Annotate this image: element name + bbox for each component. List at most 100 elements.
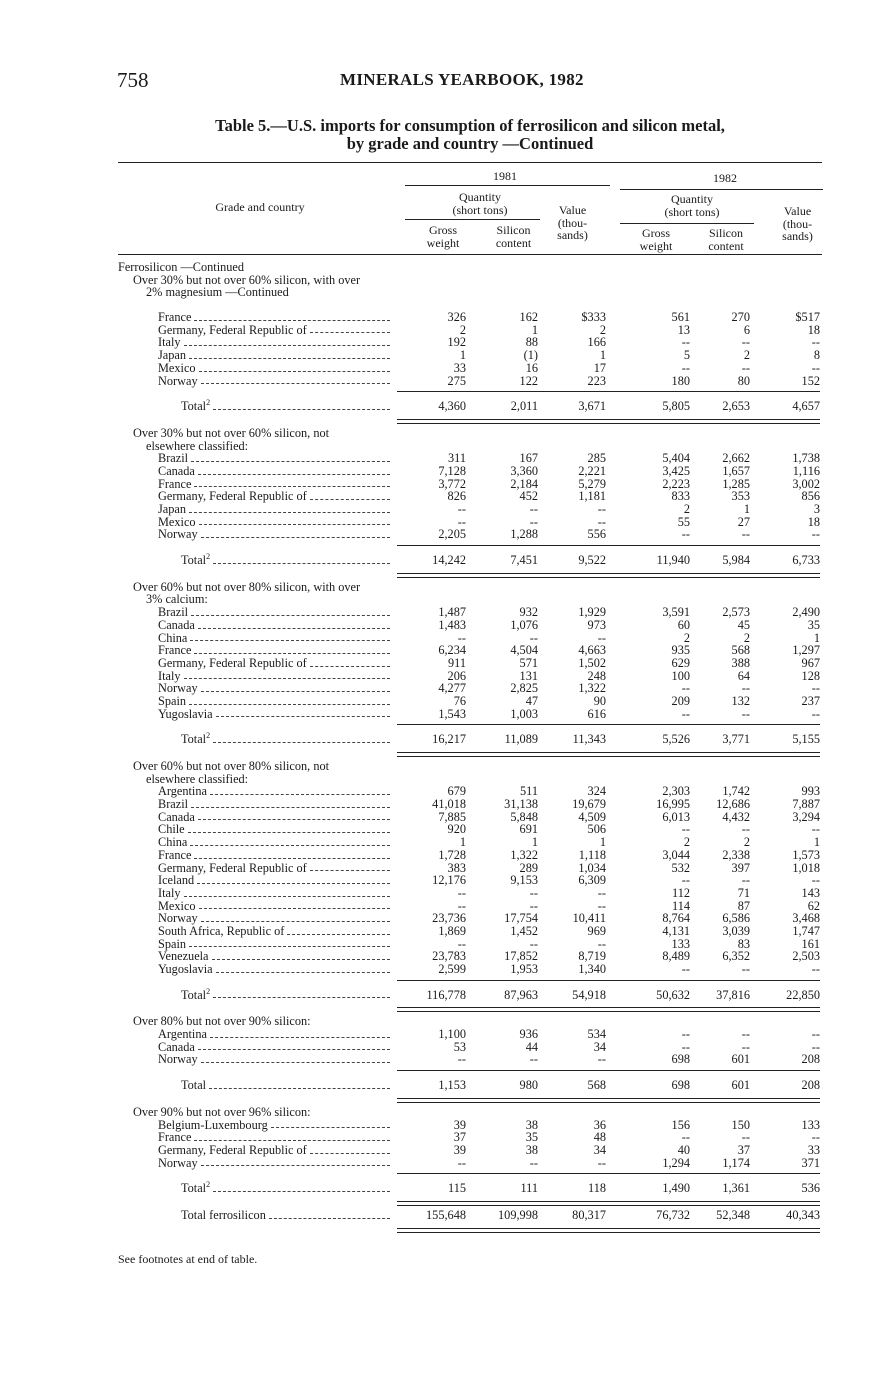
cell-value-1982: 18 [807, 514, 820, 529]
cell-value-1981: 54,918 [572, 987, 606, 1002]
cell-silicon-content-1982: 12,686 [716, 797, 750, 812]
row-label: France [158, 644, 390, 657]
cell-gross-weight-1982: 4,131 [662, 923, 690, 938]
cell-gross-weight-1982: 833 [671, 489, 690, 504]
cell-value-1982: 993 [801, 784, 820, 799]
cell-gross-weight-1982: 55 [677, 514, 690, 529]
table-row: Spain 76 47 90 209 132 237 [0, 695, 873, 708]
cell-gross-weight-1981: 6,234 [438, 643, 466, 658]
dot-leader [309, 657, 390, 667]
section-heading-text: Over 60% but not over 80% silicon, not [133, 759, 330, 773]
row-label: Canada [158, 1041, 390, 1054]
cell-gross-weight-1981: 1,153 [438, 1078, 466, 1093]
table-row: Mexico -- -- -- 55 27 18 [0, 514, 873, 529]
cell-silicon-content-1981: 7,451 [510, 553, 538, 568]
cell-gross-weight-1981: -- [457, 1052, 466, 1067]
cell-silicon-content-1981: 936 [519, 1027, 538, 1042]
row-label-name: Total [181, 987, 207, 1002]
cell-silicon-content-1982: 1 [743, 502, 750, 516]
cell-gross-weight-1982: 50,632 [656, 987, 690, 1002]
content-label: content [495, 235, 532, 250]
cell-value-1981: 248 [587, 668, 606, 683]
table-row: Iceland 12,176 9,153 6,309 -- -- -- [0, 874, 873, 887]
row-label: Mexico [158, 362, 390, 375]
cell-gross-weight-1981: 155,648 [426, 1207, 466, 1222]
cell-silicon-content-1982: -- [741, 1130, 750, 1145]
cell-value-1981: 1 [599, 835, 606, 850]
dot-leader [198, 516, 390, 526]
row-label: Norway [158, 1156, 390, 1170]
cell-silicon-content-1981: 932 [519, 605, 538, 620]
table-row: Mexico -- -- -- 114 87 62 [0, 898, 873, 913]
dot-leader [200, 1053, 390, 1064]
cell-silicon-content-1981: 2,011 [510, 399, 538, 414]
cell-silicon-content-1981: -- [529, 630, 538, 645]
single-rule [0, 1169, 873, 1178]
row-label: South Africa, Republic of [158, 925, 390, 938]
row-label: Germany, Federal Republic of [158, 861, 390, 875]
dot-leader [200, 682, 390, 692]
cell-value-1981: 1,502 [578, 655, 606, 670]
row-label-text: Italy [158, 668, 181, 683]
row-label-text: Venezuela [158, 949, 209, 964]
row-label: Norway [158, 1053, 390, 1066]
cell-value-1981: 1,340 [578, 962, 606, 976]
table-row: Italy 192 88 166 -- -- -- [0, 336, 873, 349]
cell-silicon-content-1981: 167 [519, 451, 538, 466]
cell-gross-weight-1982: 935 [671, 643, 690, 658]
cell-value-1982: 237 [801, 693, 820, 708]
cell-silicon-content-1982: 2,573 [722, 605, 750, 620]
cell-silicon-content-1982: 1,285 [722, 476, 750, 491]
cell-value-1981: 1,034 [578, 860, 606, 875]
cell-silicon-content-1981: 980 [519, 1078, 538, 1093]
cell-value-1981: -- [597, 885, 606, 900]
cell-gross-weight-1981: 383 [447, 860, 466, 875]
row-label: Italy [158, 887, 390, 900]
cell-silicon-content-1982: -- [741, 527, 750, 542]
section-heading-text: elsewhere classified: [146, 771, 249, 786]
cell-gross-weight-1982: 629 [671, 655, 690, 670]
cell-value-1981: 973 [587, 617, 606, 632]
row-label: Argentina [158, 1028, 390, 1041]
table-row: Canada 53 44 34 -- -- -- [0, 1041, 873, 1054]
qty1-rule [405, 219, 540, 220]
cell-gross-weight-1981: -- [457, 514, 466, 529]
cell-gross-weight-1981: 326 [447, 310, 466, 325]
cell-value-1981: 4,663 [578, 643, 606, 658]
cell-value-1981: 48 [593, 1130, 606, 1145]
cell-gross-weight-1982: 532 [671, 860, 690, 875]
dot-leader [194, 311, 390, 321]
cell-gross-weight-1982: 5,805 [662, 399, 690, 414]
cell-silicon-content-1981: 1 [531, 322, 538, 337]
cell-value-1982: 8 [813, 348, 820, 363]
cell-gross-weight-1981: 23,783 [432, 949, 466, 964]
row-label: France [158, 477, 390, 491]
row-label-text: Brazil [158, 605, 189, 620]
dot-leader [215, 963, 390, 973]
row-label-text: Total [181, 1079, 206, 1092]
dot-leader [183, 670, 390, 680]
grand-total-row: Total ferrosilicon 155,648 109,998 80,317 76… [0, 1209, 873, 1222]
cell-value-1981: 616 [587, 706, 606, 721]
cell-gross-weight-1981: 1,483 [438, 617, 466, 632]
cell-gross-weight-1982: 60 [677, 617, 690, 632]
cell-value-1982: 3,468 [792, 911, 820, 926]
dot-leader [197, 465, 390, 475]
cell-value-1982: -- [811, 681, 820, 696]
cell-silicon-content-1982: -- [741, 962, 750, 976]
single-rule [0, 1066, 873, 1075]
short-tons-label: (short tons) [664, 204, 720, 219]
row-label-text: Spain [158, 936, 187, 951]
row-label: Yugoslavia [158, 963, 390, 976]
cell-value-1981: 285 [587, 451, 606, 466]
cell-gross-weight-1981: 920 [447, 822, 466, 837]
dot-leader [200, 528, 390, 539]
cell-gross-weight-1982: -- [681, 962, 690, 976]
cell-silicon-content-1981: -- [529, 898, 538, 913]
row-label-text: Total2 [181, 732, 210, 746]
dot-leader [309, 324, 390, 334]
cell-value-1981: -- [597, 898, 606, 913]
cell-silicon-content-1981: 1,452 [510, 923, 538, 938]
cell-silicon-content-1981: 38 [525, 1117, 538, 1132]
row-label-text: Chile [158, 822, 185, 837]
